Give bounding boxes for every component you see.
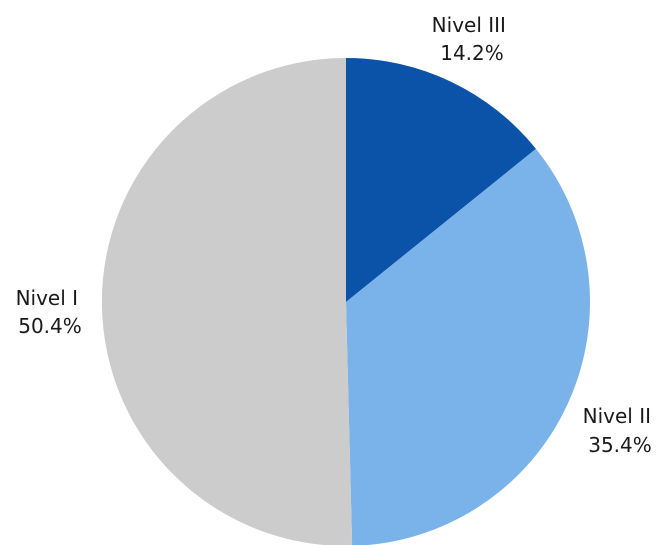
label-nivel-iii: Nivel III 14.2% <box>432 13 513 65</box>
pie-slices <box>101 58 590 545</box>
pie-slice-nivel-i <box>101 58 353 545</box>
label-nivel-i: Nivel I 50.4% <box>16 286 85 338</box>
pie-slice-nivel-iii <box>346 58 536 302</box>
label-nivel-i-value: 50.4% <box>18 314 82 338</box>
label-nivel-iii-value: 14.2% <box>440 41 504 65</box>
label-nivel-ii-value: 35.4% <box>588 433 652 457</box>
label-nivel-iii-name: Nivel III <box>432 13 506 37</box>
label-nivel-ii-name: Nivel II <box>583 404 651 428</box>
label-nivel-ii: Nivel II 35.4% <box>583 404 658 457</box>
pie-slice-nivel-ii <box>346 148 590 545</box>
label-nivel-i-name: Nivel I <box>16 286 78 310</box>
